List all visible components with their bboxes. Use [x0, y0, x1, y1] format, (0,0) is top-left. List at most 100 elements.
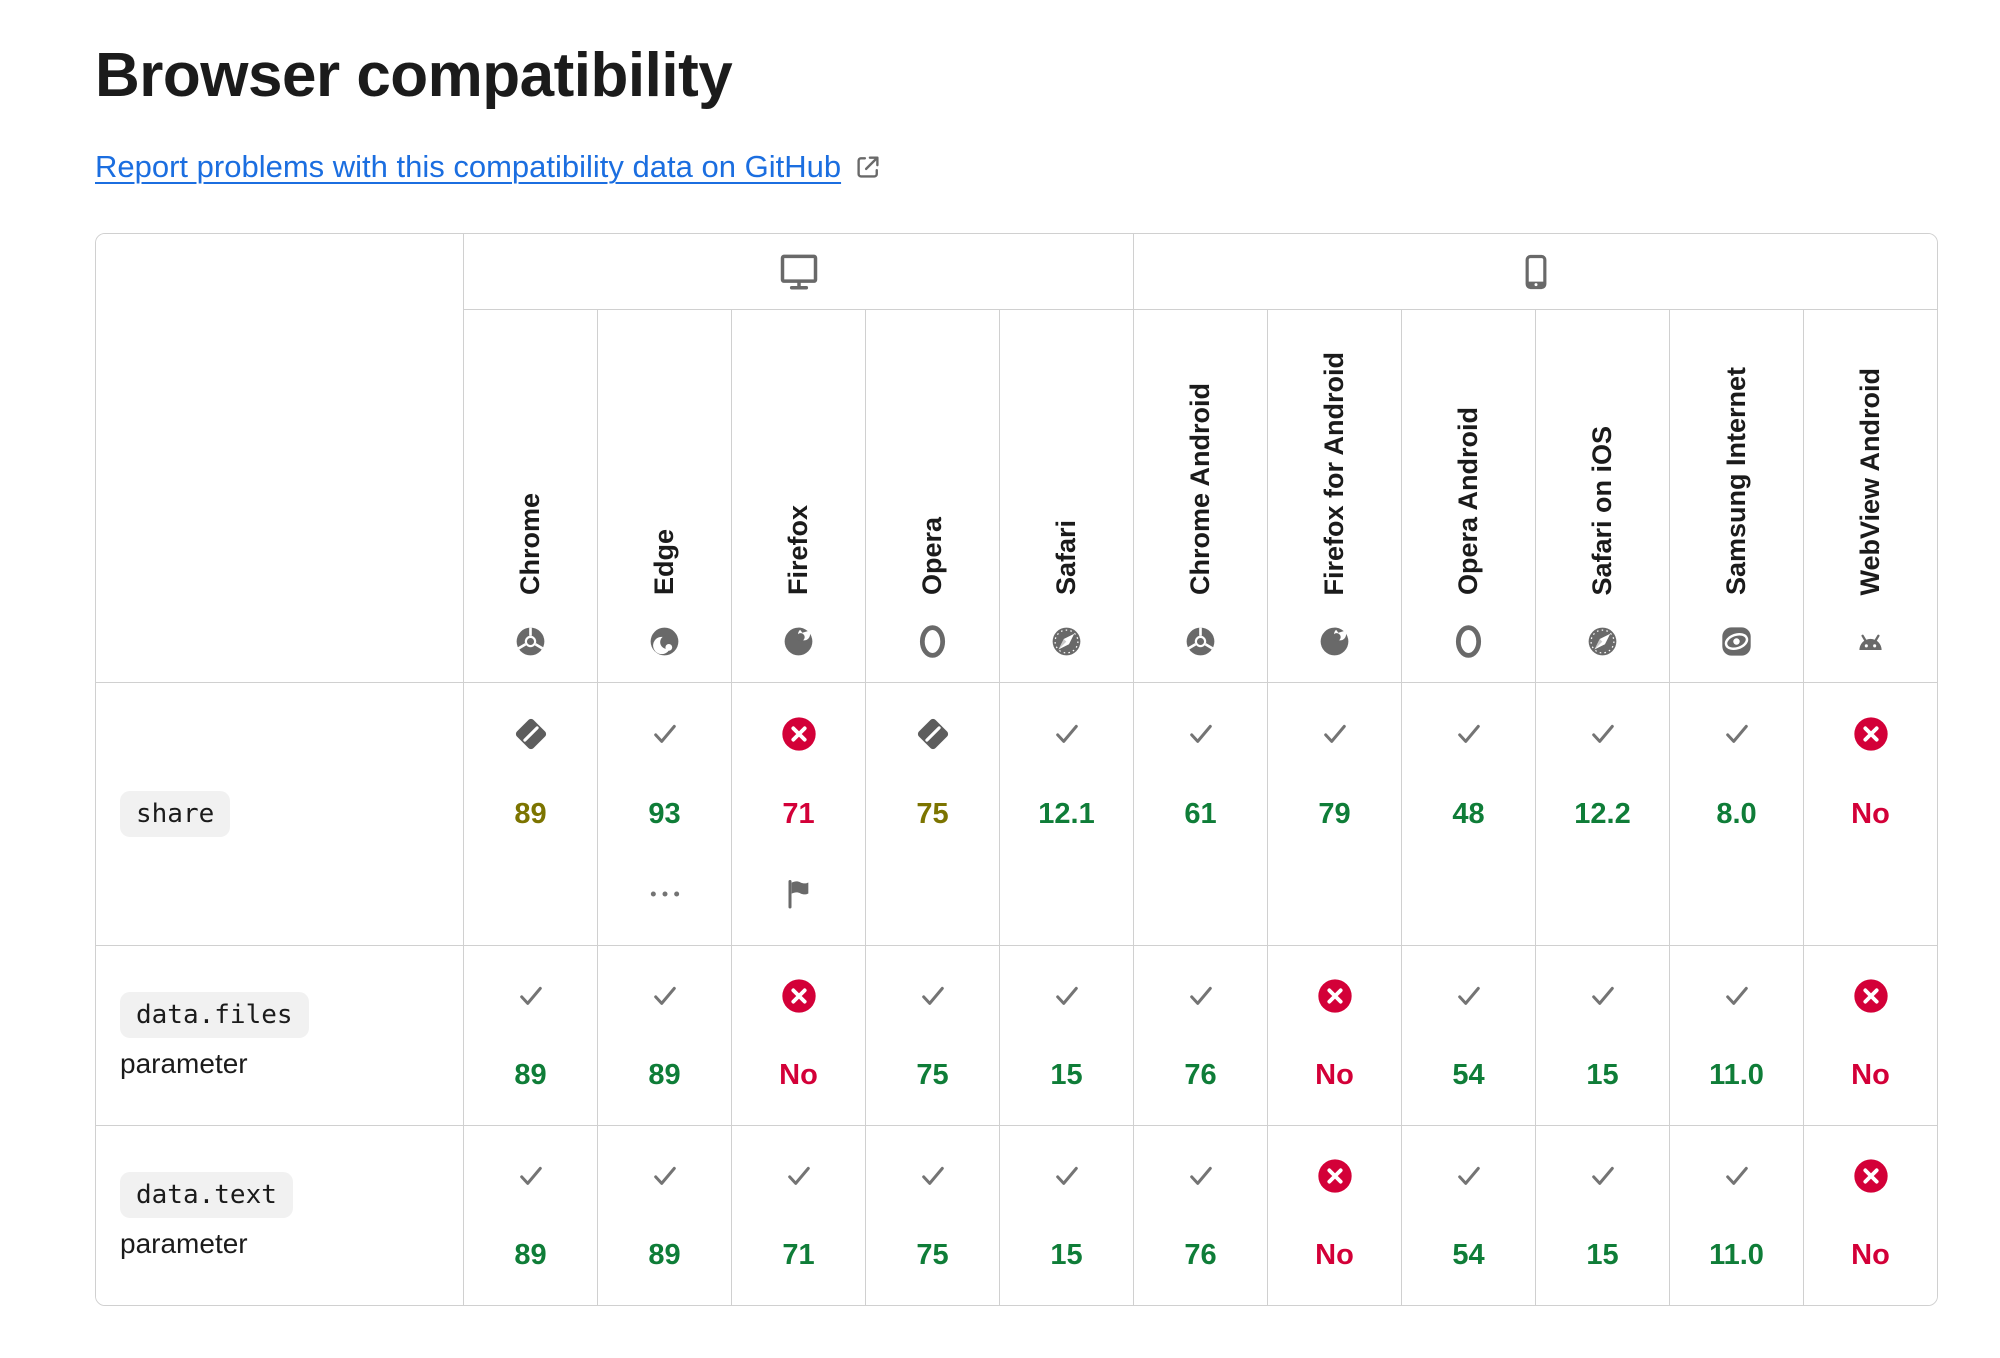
feature-row-share: share 89 93 71 75 12.1 61 79 48 12.2 8.0 No: [96, 682, 1937, 947]
version-label: 12.2: [1574, 797, 1631, 830]
support-cell[interactable]: 79: [1267, 682, 1402, 947]
version-label: 76: [1184, 1239, 1217, 1272]
corner-cell: [96, 234, 464, 684]
partial-diamond-icon: [917, 719, 948, 750]
check-icon: [653, 725, 676, 744]
support-cell[interactable]: 48: [1401, 682, 1536, 947]
support-cell[interactable]: 61: [1133, 682, 1268, 947]
support-cell[interactable]: 75: [865, 682, 1000, 947]
feature-label-cell: data.text parameter: [96, 1125, 464, 1306]
check-icon: [1457, 986, 1480, 1005]
support-cell[interactable]: 8.0: [1669, 682, 1804, 947]
version-label: 15: [1586, 1059, 1619, 1092]
support-cell[interactable]: 71: [731, 1125, 866, 1306]
version-label: 8.0: [1716, 797, 1757, 830]
version-label: 48: [1452, 797, 1485, 830]
version-label: 75: [916, 1239, 949, 1272]
cross-circle-icon: [1317, 1159, 1352, 1193]
support-cell[interactable]: 71: [731, 682, 866, 947]
chrome-icon: [516, 627, 545, 656]
check-icon: [1725, 725, 1748, 744]
version-label: No: [1851, 1239, 1890, 1272]
feature-label-cell: data.files parameter: [96, 945, 464, 1127]
support-cell[interactable]: 75: [865, 1125, 1000, 1306]
cross-circle-icon: [1317, 979, 1352, 1013]
browser-name-label: Chrome Android: [1185, 383, 1215, 596]
version-label: No: [779, 1059, 818, 1092]
page-title: Browser compatibility: [95, 41, 733, 110]
version-label: 61: [1184, 797, 1217, 830]
feature-code: share: [120, 791, 231, 838]
version-label: 12.1: [1038, 797, 1095, 830]
support-cell[interactable]: 76: [1133, 1125, 1268, 1306]
partial-diamond-icon: [515, 719, 546, 750]
version-label: 15: [1586, 1239, 1619, 1272]
version-label: 11.0: [1709, 1059, 1764, 1092]
cross-circle-icon: [1853, 717, 1888, 751]
support-cell[interactable]: 89: [463, 682, 598, 947]
version-label: 75: [916, 797, 949, 830]
support-cell[interactable]: 54: [1401, 1125, 1536, 1306]
support-cell[interactable]: No: [1267, 1125, 1402, 1306]
support-cell[interactable]: No: [731, 945, 866, 1127]
check-icon: [1457, 725, 1480, 744]
webview-android-icon: [1859, 634, 1882, 651]
support-cell[interactable]: 11.0: [1669, 1125, 1804, 1306]
version-label: 75: [916, 1059, 949, 1092]
support-cell[interactable]: 54: [1401, 945, 1536, 1127]
compat-table-container: Chrome Edge Firefox Opera Safari Chrome Andro…: [95, 233, 1938, 1307]
support-cell[interactable]: No: [1267, 945, 1402, 1127]
browser-name-label: Chrome: [515, 493, 545, 596]
support-cell[interactable]: 76: [1133, 945, 1268, 1127]
check-icon: [519, 986, 542, 1005]
support-cell[interactable]: No: [1803, 945, 1937, 1127]
browser-header-opera: Opera: [865, 309, 1000, 684]
version-label: 71: [782, 1239, 815, 1272]
footnote-ellipsis-icon: [650, 891, 679, 897]
check-icon: [1055, 1166, 1078, 1185]
version-label: No: [1315, 1059, 1354, 1092]
support-cell[interactable]: 89: [597, 945, 732, 1127]
support-cell[interactable]: 15: [999, 1125, 1134, 1306]
flag-icon: [787, 880, 808, 909]
support-cell[interactable]: 15: [1535, 945, 1670, 1127]
support-cell[interactable]: 93: [597, 682, 732, 947]
browser-name-label: Safari: [1051, 520, 1081, 596]
browser-header-opera-android: Opera Android: [1401, 309, 1536, 684]
support-cell[interactable]: 11.0: [1669, 945, 1804, 1127]
check-icon: [1591, 986, 1614, 1005]
support-cell[interactable]: 75: [865, 945, 1000, 1127]
browser-header-webview-android: WebView Android: [1803, 309, 1937, 684]
check-icon: [653, 986, 676, 1005]
chrome-icon: [1186, 627, 1215, 656]
desktop-icon: [780, 254, 817, 290]
support-cell[interactable]: No: [1803, 682, 1937, 947]
firefox-icon: [1320, 627, 1349, 656]
check-icon: [1055, 986, 1078, 1005]
browser-header-chrome: Chrome: [463, 309, 598, 684]
version-label: 76: [1184, 1059, 1217, 1092]
support-cell[interactable]: 89: [463, 1125, 598, 1306]
samsung-internet-icon: [1722, 627, 1751, 656]
support-cell[interactable]: 12.1: [999, 682, 1134, 947]
version-label: 54: [1452, 1239, 1485, 1272]
support-cell[interactable]: 15: [1535, 1125, 1670, 1306]
support-cell[interactable]: No: [1803, 1125, 1937, 1306]
report-link-label: Report problems with this compatibility …: [95, 149, 842, 185]
browser-name-label: Edge: [649, 529, 679, 596]
browser-header-safari-on-ios: Safari on iOS: [1535, 309, 1670, 684]
cross-circle-icon: [781, 979, 816, 1013]
browser-header-firefox: Firefox: [731, 309, 866, 684]
report-problems-link[interactable]: Report problems with this compatibility …: [95, 149, 883, 185]
safari-icon: [1052, 627, 1081, 656]
check-icon: [653, 1166, 676, 1185]
version-label: 93: [648, 797, 681, 830]
support-cell[interactable]: 89: [597, 1125, 732, 1306]
support-cell[interactable]: 12.2: [1535, 682, 1670, 947]
compat-table: Chrome Edge Firefox Opera Safari Chrome Andro…: [96, 234, 1937, 1306]
support-cell[interactable]: 15: [999, 945, 1134, 1127]
platform-header-mobile: [1133, 234, 1937, 311]
support-cell[interactable]: 89: [463, 945, 598, 1127]
version-label: 15: [1050, 1239, 1083, 1272]
cross-circle-icon: [781, 717, 816, 751]
